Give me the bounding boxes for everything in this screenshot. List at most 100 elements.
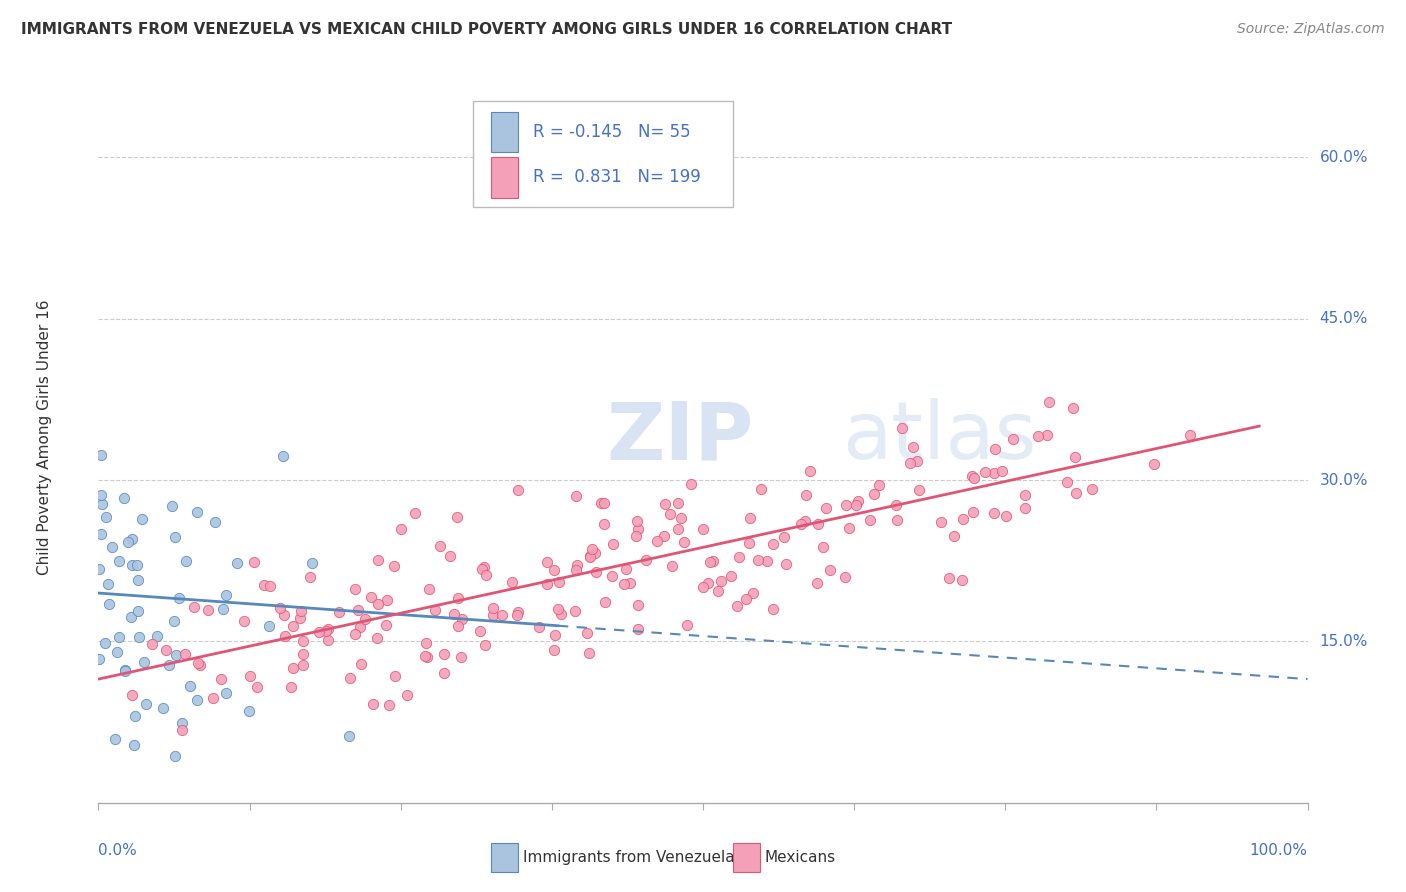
Point: [87, 652, 110, 666]
Point: [747, 553, 769, 567]
Text: 30.0%: 30.0%: [1320, 473, 1368, 488]
Point: [738, 536, 761, 550]
Point: [790, 517, 813, 532]
Point: [654, 497, 676, 511]
Point: [550, 607, 572, 622]
Point: [127, 574, 149, 588]
Point: [389, 522, 412, 536]
Point: [543, 643, 565, 657]
Point: [807, 516, 830, 531]
Point: [613, 577, 636, 591]
Point: [794, 488, 817, 502]
Point: [413, 649, 436, 664]
Point: [578, 549, 600, 564]
Point: [367, 552, 389, 566]
Point: [120, 610, 142, 624]
Point: [339, 672, 361, 686]
Point: [592, 496, 614, 510]
Point: [474, 638, 496, 652]
Point: [595, 595, 617, 609]
Point: [344, 582, 367, 596]
Point: [214, 685, 236, 699]
Point: [186, 505, 208, 519]
Point: [344, 626, 367, 640]
Point: [898, 456, 921, 470]
Point: [187, 656, 209, 670]
Point: [991, 464, 1014, 478]
Point: [382, 559, 405, 574]
Point: [565, 563, 588, 577]
Point: [269, 600, 291, 615]
Point: [132, 655, 155, 669]
Point: [725, 599, 748, 613]
Point: [395, 688, 418, 702]
Point: [564, 604, 586, 618]
Point: [886, 498, 908, 512]
Point: [90, 488, 112, 502]
Point: [114, 664, 136, 678]
Point: [174, 554, 197, 568]
Point: [581, 541, 603, 556]
Point: [728, 549, 751, 564]
Text: atlas: atlas: [842, 398, 1036, 476]
FancyBboxPatch shape: [734, 843, 759, 872]
Point: [762, 602, 785, 616]
Point: [960, 469, 983, 483]
Point: [952, 512, 974, 526]
Point: [259, 579, 281, 593]
Point: [579, 549, 602, 563]
Point: [112, 491, 135, 505]
Point: [491, 607, 513, 622]
Point: [983, 507, 1005, 521]
Point: [1080, 482, 1102, 496]
Point: [128, 631, 150, 645]
Point: [290, 604, 312, 618]
Point: [886, 513, 908, 527]
Point: [863, 487, 886, 501]
Point: [1143, 457, 1166, 471]
Point: [366, 632, 388, 646]
Point: [1014, 488, 1036, 502]
Point: [433, 647, 456, 661]
Point: [1002, 432, 1025, 446]
Point: [283, 618, 305, 632]
Point: [418, 582, 440, 597]
Point: [527, 620, 550, 634]
Point: [627, 622, 650, 636]
Text: Mexicans: Mexicans: [765, 850, 835, 865]
Point: [811, 540, 834, 554]
Point: [361, 697, 384, 711]
Point: [135, 698, 157, 712]
Point: [938, 571, 960, 585]
Point: [183, 599, 205, 614]
Point: [890, 420, 912, 434]
Point: [447, 591, 470, 606]
Point: [772, 530, 794, 544]
Point: [1035, 427, 1057, 442]
Point: [378, 698, 401, 712]
Point: [626, 514, 648, 528]
Point: [328, 605, 350, 619]
Point: [575, 626, 598, 640]
Point: [127, 558, 149, 572]
Point: [157, 657, 180, 672]
Point: [274, 629, 297, 643]
Point: [209, 672, 232, 686]
Point: [349, 620, 371, 634]
Point: [165, 749, 187, 764]
Point: [846, 493, 869, 508]
Point: [659, 507, 682, 521]
Point: [589, 496, 612, 510]
Point: [443, 607, 465, 621]
FancyBboxPatch shape: [492, 112, 517, 153]
Point: [983, 467, 1005, 481]
Point: [98, 598, 121, 612]
Point: [239, 668, 262, 682]
Point: [298, 570, 321, 584]
Point: [246, 680, 269, 694]
Point: [751, 483, 773, 497]
Point: [163, 530, 186, 544]
Point: [121, 558, 143, 573]
Point: [506, 483, 529, 497]
Point: [669, 511, 692, 525]
